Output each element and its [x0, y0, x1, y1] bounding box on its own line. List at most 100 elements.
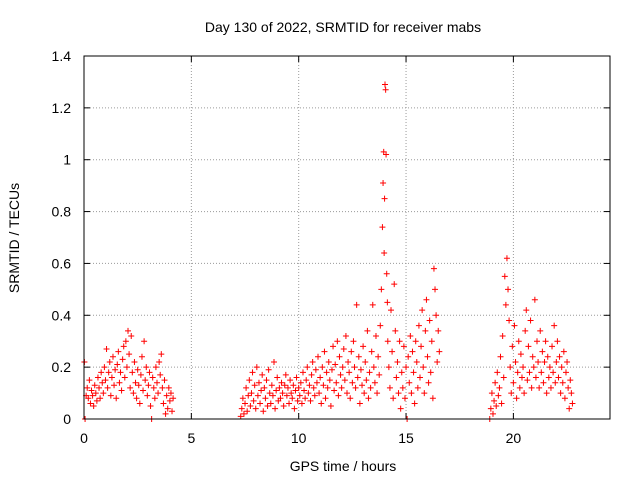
data-point — [534, 338, 541, 345]
data-point — [346, 369, 353, 376]
data-point — [261, 384, 268, 391]
data-point — [268, 382, 275, 389]
data-point — [286, 400, 293, 407]
data-point — [246, 377, 253, 384]
data-point — [106, 358, 113, 365]
x-tick-label: 0 — [80, 430, 88, 446]
data-point — [521, 390, 528, 397]
y-tick-label: 0.4 — [52, 307, 72, 323]
data-point — [282, 371, 289, 378]
y-tick-label: 0.2 — [52, 359, 72, 375]
data-point — [320, 382, 327, 389]
data-point — [516, 384, 523, 391]
data-point — [542, 338, 549, 345]
data-point — [530, 364, 537, 371]
data-point — [356, 400, 363, 407]
data-point — [347, 395, 354, 402]
data-point — [340, 345, 347, 352]
data-point — [488, 390, 495, 397]
data-point — [361, 390, 368, 397]
data-point — [327, 403, 334, 410]
data-point — [250, 397, 257, 404]
data-point — [370, 364, 377, 371]
data-point — [547, 384, 554, 391]
data-point — [508, 390, 515, 397]
data-point — [163, 392, 170, 399]
data-point — [251, 382, 258, 389]
data-point — [315, 353, 322, 360]
data-point — [430, 265, 437, 272]
data-point — [248, 390, 255, 397]
data-point — [344, 390, 350, 397]
x-tick-label: 5 — [187, 430, 195, 446]
data-point — [295, 384, 302, 391]
y-tick-label: 1 — [63, 152, 71, 168]
data-point — [554, 338, 561, 345]
data-point — [396, 338, 403, 345]
grid-lines — [84, 56, 610, 419]
data-point — [99, 379, 106, 386]
data-point — [135, 382, 142, 389]
data-point — [116, 379, 123, 386]
data-point — [127, 384, 134, 391]
data-point — [150, 384, 157, 391]
data-point — [119, 356, 126, 363]
data-point — [287, 377, 294, 384]
data-point — [561, 395, 568, 402]
data-point — [515, 338, 522, 345]
data-point — [364, 327, 371, 334]
data-point — [495, 392, 502, 399]
data-point — [299, 369, 306, 376]
data-point — [121, 374, 128, 381]
data-point — [313, 379, 320, 386]
data-point — [552, 379, 559, 386]
data-point — [377, 322, 384, 329]
data-point — [414, 384, 421, 391]
data-point — [277, 395, 284, 402]
data-point — [564, 358, 571, 365]
data-point — [400, 343, 407, 350]
data-point — [394, 358, 401, 365]
data-point — [281, 382, 288, 389]
data-point — [170, 395, 177, 402]
data-point — [102, 377, 109, 384]
data-point — [279, 390, 286, 397]
data-point — [166, 397, 173, 404]
data-point — [273, 387, 280, 394]
data-point — [156, 358, 163, 365]
data-point — [352, 384, 359, 391]
data-point — [158, 351, 165, 358]
data-point — [146, 369, 153, 376]
data-point — [338, 384, 345, 391]
data-point — [254, 392, 261, 399]
data-point — [308, 371, 315, 378]
data-point — [507, 364, 514, 371]
data-point — [128, 333, 135, 340]
data-point — [435, 327, 442, 334]
data-point — [134, 366, 141, 373]
data-point — [88, 387, 95, 394]
data-point — [543, 390, 550, 397]
data-point — [416, 374, 423, 381]
data-point — [240, 410, 247, 417]
data-point — [89, 392, 96, 399]
data-point — [136, 400, 143, 407]
data-point — [252, 405, 259, 412]
data-point — [271, 358, 278, 365]
data-point — [411, 400, 418, 407]
data-point — [262, 395, 269, 402]
data-point — [509, 343, 516, 350]
data-point — [307, 397, 314, 404]
data-point — [100, 390, 107, 397]
data-point — [367, 384, 374, 391]
data-point — [141, 338, 148, 345]
data-point — [537, 327, 544, 334]
data-point — [143, 364, 150, 371]
data-point — [419, 307, 426, 314]
data-point — [375, 353, 382, 360]
data-point — [312, 366, 319, 373]
data-point — [559, 379, 566, 386]
data-point — [371, 379, 378, 386]
axis-ticks — [83, 55, 610, 420]
data-point — [105, 369, 112, 376]
